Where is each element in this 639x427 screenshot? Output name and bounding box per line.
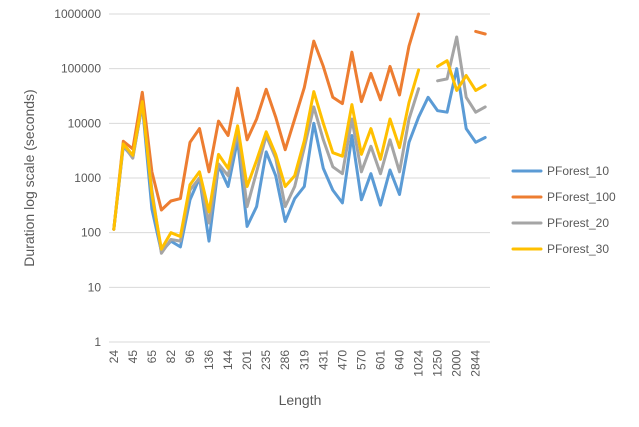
y-tick-label: 100 <box>81 226 101 240</box>
series-line-pforest-100 <box>112 12 421 231</box>
legend-label: PForest_20 <box>547 216 609 230</box>
x-tick-label: 570 <box>354 350 368 370</box>
x-tick-label: 319 <box>297 350 311 370</box>
x-tick-label: 286 <box>278 350 292 370</box>
series-lines <box>112 12 487 255</box>
x-tick-label: 1250 <box>431 350 445 377</box>
series-line-pforest-30 <box>112 68 421 251</box>
y-tick-label: 10000 <box>68 116 102 130</box>
series-line-pforest-20 <box>112 87 421 255</box>
y-tick-label: 1000 <box>74 171 101 185</box>
x-tick-label: 24 <box>107 350 121 364</box>
x-tick-label: 2844 <box>469 350 483 377</box>
y-axis-title: Duration log scale (seconds) <box>21 89 37 266</box>
x-tick-label: 65 <box>145 350 159 364</box>
legend-label: PForest_10 <box>547 164 609 178</box>
x-tick-label: 201 <box>240 350 254 370</box>
legend-label: PForest_30 <box>547 242 609 256</box>
x-tick-label: 640 <box>393 350 407 370</box>
legend: PForest_10 PForest_100 PForest_20 PForest_3… <box>511 164 616 256</box>
x-tick-label: 45 <box>126 350 140 364</box>
series-line-pforest-30 <box>436 59 487 92</box>
x-tick-label: 144 <box>221 350 235 370</box>
x-tick-label: 82 <box>164 350 178 364</box>
series-line-pforest-20 <box>436 35 487 114</box>
x-tick-labels: 24 45 65 82 96 136 144 201 235 286 319 431 470 570 601… <box>107 350 483 377</box>
x-tick-label: 601 <box>373 350 387 370</box>
series-line-pforest-100 <box>474 29 487 36</box>
x-tick-label: 136 <box>202 350 216 370</box>
x-tick-label: 96 <box>183 350 197 364</box>
y-tick-label: 10 <box>88 280 102 294</box>
x-axis-title: Length <box>279 392 322 408</box>
y-tick-label: 1 <box>94 335 101 349</box>
series-line-pforest-10 <box>112 67 487 254</box>
x-tick-label: 2000 <box>450 350 464 377</box>
y-tick-labels: 1 10 100 1000 10000 100000 1000000 <box>54 7 101 349</box>
y-tick-label: 1000000 <box>54 7 101 21</box>
x-tick-label: 431 <box>316 350 330 370</box>
legend-label: PForest_100 <box>547 190 616 204</box>
x-tick-label: 235 <box>259 350 273 370</box>
x-tick-label: 1024 <box>412 350 426 377</box>
x-tick-label: 470 <box>335 350 349 370</box>
y-tick-label: 100000 <box>61 62 101 76</box>
